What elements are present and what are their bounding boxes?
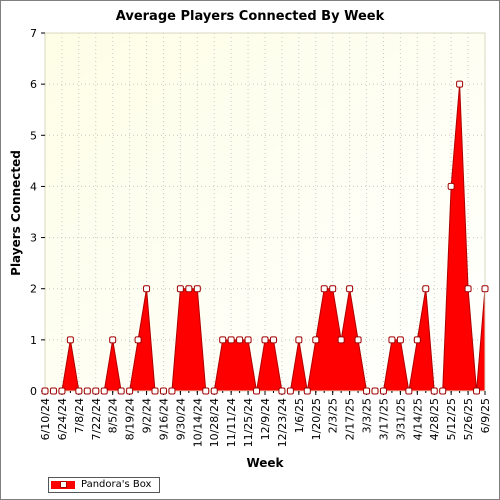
y-tick-label: 4 [30, 180, 37, 193]
y-tick-label: 5 [30, 129, 37, 142]
y-tick-label: 0 [30, 385, 37, 398]
data-point [346, 285, 354, 293]
legend: Pandora's Box [48, 477, 160, 493]
legend-label: Pandora's Box [81, 479, 152, 490]
data-point [236, 336, 244, 344]
data-point [329, 285, 337, 293]
x-tick-label: 6/24/24 [56, 398, 69, 440]
data-point [430, 387, 438, 395]
data-point [388, 336, 396, 344]
chart-title: Average Players Connected By Week [115, 9, 385, 24]
data-point [456, 80, 464, 88]
y-tick-label: 7 [30, 27, 37, 40]
data-point [151, 387, 159, 395]
data-point [379, 387, 387, 395]
x-tick-label: 1/20/25 [310, 398, 323, 440]
x-tick-label: 7/22/24 [90, 398, 103, 440]
data-point [371, 387, 379, 395]
data-point [269, 336, 277, 344]
x-tick-label: 5/12/25 [445, 398, 458, 440]
data-point [312, 336, 320, 344]
x-tick-label: 9/30/24 [174, 398, 187, 440]
y-tick-label: 2 [30, 283, 37, 296]
x-tick-label: 8/19/24 [124, 398, 137, 440]
data-point [49, 387, 57, 395]
legend-marker [60, 481, 67, 488]
y-axis-title: Players Connected [9, 150, 23, 276]
data-point [41, 387, 49, 395]
data-point [100, 387, 108, 395]
data-point [337, 336, 345, 344]
x-tick-label: 7/8/24 [73, 398, 86, 433]
x-tick-label: 4/28/25 [428, 398, 441, 440]
data-point [176, 285, 184, 293]
data-point [126, 387, 134, 395]
data-point [168, 387, 176, 395]
plot-area [45, 33, 485, 391]
data-point [473, 387, 481, 395]
x-tick-label: 10/28/24 [208, 398, 221, 447]
data-point [143, 285, 151, 293]
x-axis-ticks: 6/10/24 6/24/24 7/8/24 7/22/24 8/5/24 8/19/24… [39, 391, 492, 447]
data-point [422, 285, 430, 293]
y-axis-ticks: 0 1 2 3 4 5 6 7 [30, 27, 45, 398]
data-markers [41, 80, 489, 395]
x-tick-label: 12/9/24 [259, 398, 272, 440]
x-tick-label: 6/10/24 [39, 398, 52, 440]
data-point [66, 336, 74, 344]
data-point [261, 336, 269, 344]
x-tick-label: 8/5/24 [107, 398, 120, 433]
data-point [159, 387, 167, 395]
x-tick-label: 11/11/24 [225, 398, 238, 447]
x-tick-label: 10/14/24 [191, 398, 204, 447]
x-tick-label: 9/16/24 [157, 398, 170, 440]
x-axis-title: Week [246, 456, 284, 470]
data-point [295, 336, 303, 344]
x-tick-label: 2/17/25 [344, 398, 357, 440]
x-tick-label: 5/26/25 [462, 398, 475, 440]
data-point [227, 336, 235, 344]
data-point [109, 336, 117, 344]
data-point [193, 285, 201, 293]
x-tick-label: 3/31/25 [394, 398, 407, 440]
data-point [185, 285, 193, 293]
x-tick-label: 3/17/25 [377, 398, 390, 440]
data-point [134, 336, 142, 344]
data-point [117, 387, 125, 395]
x-tick-label: 3/3/25 [361, 398, 374, 433]
x-tick-label: 11/25/24 [242, 398, 255, 447]
data-point [278, 387, 286, 395]
y-tick-label: 3 [30, 232, 37, 245]
data-point [405, 387, 413, 395]
data-point [439, 387, 447, 395]
y-tick-label: 6 [30, 78, 37, 91]
x-tick-label: 1/6/25 [293, 398, 306, 433]
data-point [253, 387, 261, 395]
data-point [83, 387, 91, 395]
data-point [210, 387, 218, 395]
data-point [244, 336, 252, 344]
data-point [481, 285, 489, 293]
data-point [413, 336, 421, 344]
data-point [286, 387, 294, 395]
data-point [363, 387, 371, 395]
data-point [354, 336, 362, 344]
data-point [303, 387, 311, 395]
data-point [58, 387, 66, 395]
data-point [219, 336, 227, 344]
x-tick-label: 4/14/25 [411, 398, 424, 440]
x-tick-label: 2/3/25 [327, 398, 340, 433]
x-tick-label: 9/2/24 [141, 398, 154, 433]
data-point [75, 387, 83, 395]
data-point [464, 285, 472, 293]
data-point [202, 387, 210, 395]
data-point [447, 182, 455, 190]
data-point [92, 387, 100, 395]
x-tick-label: 12/23/24 [276, 398, 289, 447]
x-tick-label: 6/9/25 [479, 398, 492, 433]
data-point [396, 336, 404, 344]
data-point [320, 285, 328, 293]
y-tick-label: 1 [30, 334, 37, 347]
